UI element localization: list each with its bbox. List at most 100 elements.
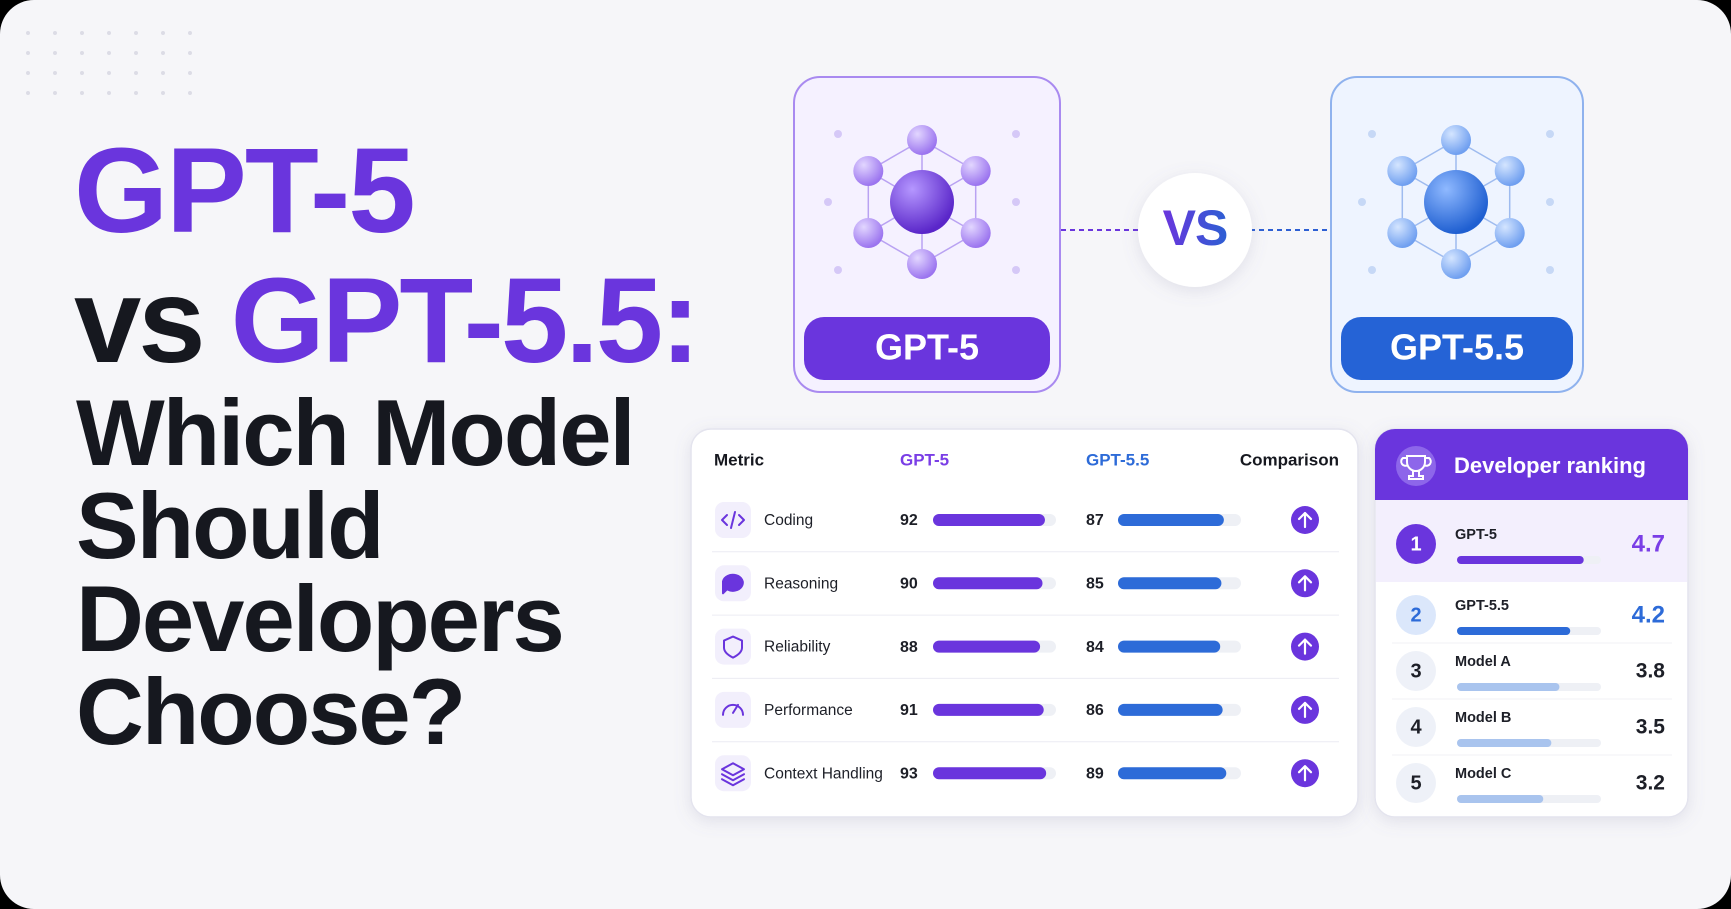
title-line: Which Model (76, 380, 634, 485)
network-node (1494, 156, 1525, 186)
model-pill (804, 317, 1050, 380)
network-core (1424, 170, 1488, 234)
column-header: Metric (714, 450, 764, 469)
dot (188, 91, 192, 95)
network-core (890, 170, 954, 234)
network-node (853, 218, 884, 248)
title-line: Developers (76, 566, 563, 671)
dot (53, 31, 57, 35)
score-bar (1457, 556, 1584, 564)
dot (188, 31, 192, 35)
dot (134, 91, 138, 95)
dot (107, 91, 111, 95)
network-node (1441, 249, 1471, 279)
network-dot (1358, 198, 1366, 206)
metric-name: Reasoning (764, 575, 838, 592)
gpt5-value: 92 (900, 512, 918, 529)
metric-icon (723, 635, 743, 659)
model-name: Model C (1455, 766, 1512, 782)
dot (53, 91, 57, 95)
model-card (1330, 76, 1584, 393)
column-header: Comparison (1240, 450, 1339, 469)
network-node (1387, 156, 1418, 186)
comparison-arrow (1297, 638, 1313, 655)
model-label: GPT-5 (875, 327, 979, 368)
metric-name: Reliability (764, 639, 831, 656)
comparison-arrow (1297, 701, 1313, 718)
network-node (853, 156, 884, 186)
rank-badge (1396, 524, 1436, 564)
comparison-arrow (1297, 765, 1313, 782)
network-dot (1546, 130, 1554, 138)
metric-icon-bg (715, 628, 751, 665)
gpt5-value: 93 (900, 765, 918, 782)
metrics-table: Metric GPT-5 GPT-5.5 Comparison Coding 92 87 Re… (712, 450, 1339, 792)
gpt5-bar (933, 577, 1043, 590)
gpt55-bar (1118, 767, 1227, 780)
network-node (907, 125, 937, 155)
gpt5-value: 91 (900, 702, 918, 719)
metric-icon (721, 762, 745, 787)
rank-number: 5 (1410, 772, 1421, 794)
dot (26, 91, 30, 95)
metrics-panel (690, 428, 1359, 818)
network-dot (1546, 198, 1554, 206)
network-node (1494, 218, 1525, 248)
network-icon (1358, 125, 1554, 279)
model-card (793, 76, 1061, 393)
title-vs: vs (74, 252, 203, 388)
metric-name: Performance (764, 702, 853, 719)
metric-name: Coding (764, 512, 813, 529)
score-bar (1457, 795, 1544, 803)
network-node (960, 156, 991, 186)
dot (107, 51, 111, 55)
metric-icon-bg (715, 755, 751, 792)
rank-badge (1396, 651, 1436, 691)
title-model: GPT-5.5: (231, 252, 698, 388)
metric-icon (721, 511, 745, 529)
score: 3.8 (1636, 660, 1666, 683)
model-name: GPT-5 (1455, 527, 1497, 543)
dot (53, 51, 57, 55)
network-node (907, 249, 937, 279)
gpt5-value: 88 (900, 639, 918, 656)
network-icon (824, 125, 1020, 279)
gpt55-value: 89 (1086, 765, 1104, 782)
comparison-arrow (1297, 575, 1313, 592)
title-line: Should (76, 473, 383, 578)
network-node (960, 218, 991, 248)
gpt55-bar (1118, 514, 1224, 526)
gpt55-value: 84 (1086, 639, 1104, 656)
dot (134, 71, 138, 75)
column-header: GPT-5 (900, 450, 949, 469)
dot (80, 91, 84, 95)
gpt55-bar (1118, 577, 1222, 590)
score: 3.5 (1636, 716, 1666, 739)
score: 3.2 (1636, 772, 1665, 795)
network-dot (834, 130, 842, 138)
gpt5-bar (933, 640, 1041, 653)
trophy-icon (1400, 455, 1432, 480)
model-name: Model B (1455, 710, 1511, 726)
network-dot (1546, 266, 1554, 274)
rank-badge (1396, 595, 1436, 635)
dot (161, 91, 165, 95)
rank-number: 2 (1410, 604, 1421, 626)
model-name: Model A (1455, 654, 1511, 670)
dot (53, 71, 57, 75)
dot (26, 31, 30, 35)
gpt5-value: 90 (900, 576, 918, 593)
dot (107, 71, 111, 75)
dot (80, 51, 84, 55)
vs-badge (1138, 173, 1252, 287)
metric-icon (722, 703, 744, 716)
network-dot (1368, 266, 1376, 274)
network-node (1441, 125, 1471, 155)
network-dot (1012, 198, 1020, 206)
title-line: GPT-5 (74, 122, 414, 258)
ranking-header (1375, 429, 1688, 500)
score-bar (1457, 739, 1552, 747)
rank-number: 1 (1410, 533, 1421, 555)
